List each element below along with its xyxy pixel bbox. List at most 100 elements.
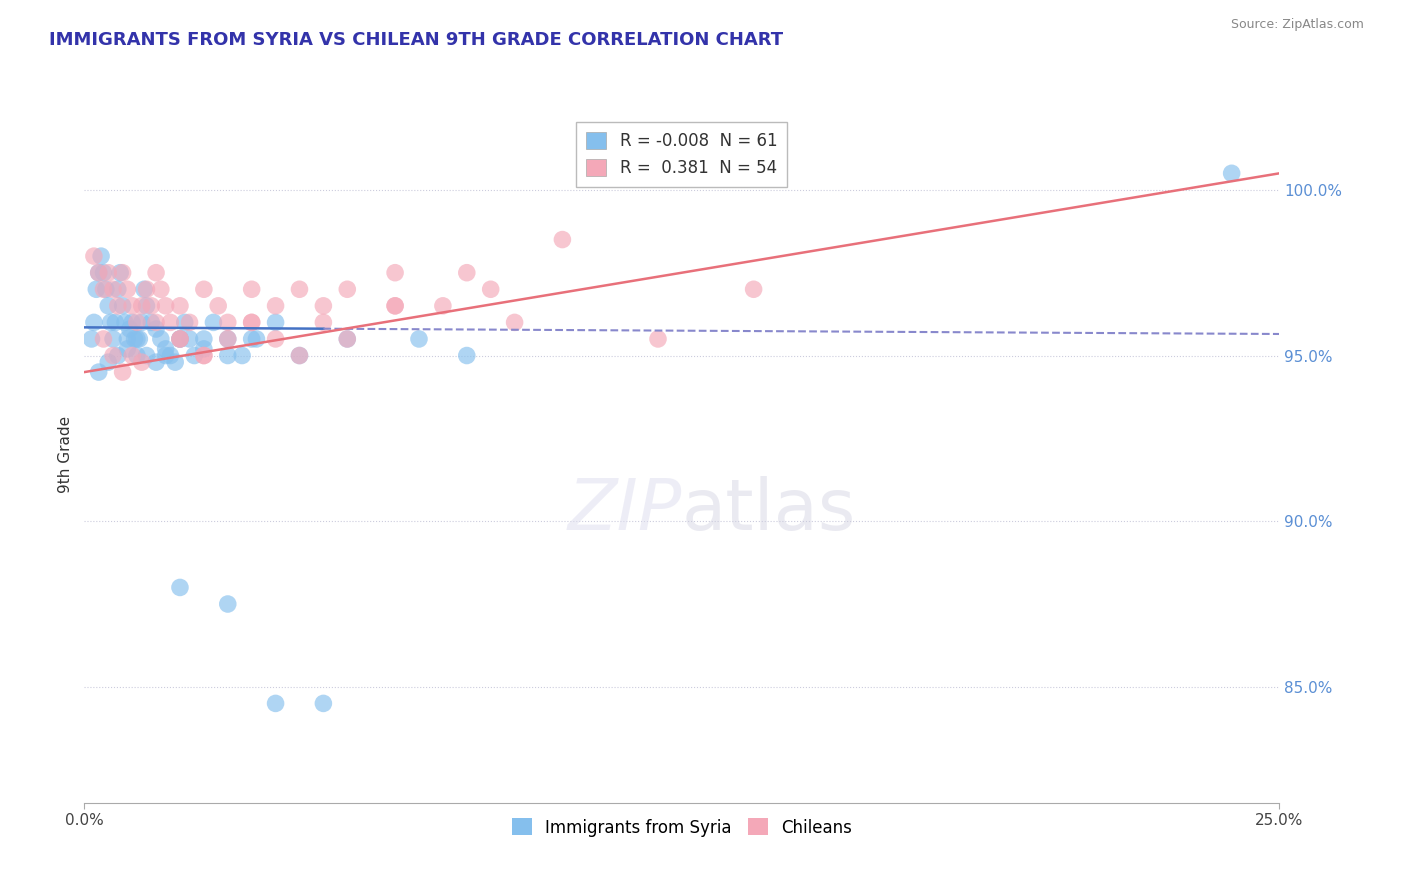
Point (408, 332, 430, 346)
Point (456, 349, 478, 363)
Point (169, 332, 191, 346)
Point (93, 332, 115, 346)
Point (125, 315, 148, 329)
Point (111, 266, 134, 280)
Point (479, 282, 502, 296)
Point (169, 332, 191, 346)
Point (240, 332, 263, 346)
Point (97, 355, 120, 369)
Point (121, 315, 143, 329)
Point (183, 349, 205, 363)
Point (100, 315, 122, 329)
Point (97, 266, 120, 280)
Point (90, 249, 112, 263)
Point (149, 282, 172, 296)
Point (80, 332, 103, 346)
Point (155, 342, 177, 356)
Point (145, 322, 167, 336)
Point (93, 266, 115, 280)
Point (107, 349, 129, 363)
Point (240, 282, 263, 296)
Point (107, 282, 129, 296)
Point (117, 332, 139, 346)
Point (193, 332, 215, 346)
Point (551, 233, 574, 247)
Point (288, 349, 311, 363)
Point (131, 355, 153, 369)
Point (94, 282, 117, 296)
Point (169, 581, 191, 595)
Point (86, 282, 108, 296)
Point (121, 349, 143, 363)
Point (231, 349, 253, 363)
Point (107, 299, 129, 313)
Point (384, 299, 406, 313)
Point (245, 332, 267, 346)
Point (141, 299, 163, 313)
Point (193, 282, 215, 296)
Point (97, 299, 120, 313)
Point (336, 332, 359, 346)
Point (336, 332, 359, 346)
Point (193, 349, 215, 363)
Point (114, 315, 136, 329)
Point (432, 299, 454, 313)
Point (83, 249, 105, 263)
Point (135, 349, 157, 363)
Point (149, 332, 172, 346)
Point (121, 299, 143, 313)
Point (288, 282, 311, 296)
Point (117, 342, 139, 356)
Point (173, 315, 195, 329)
Point (264, 332, 287, 346)
Point (217, 349, 239, 363)
Point (312, 315, 335, 329)
Point (159, 349, 181, 363)
Point (240, 315, 263, 329)
Text: atlas: atlas (682, 476, 856, 545)
Point (155, 349, 177, 363)
Legend: Immigrants from Syria, Chileans: Immigrants from Syria, Chileans (505, 812, 859, 843)
Point (193, 349, 215, 363)
Point (312, 697, 335, 711)
Text: IMMIGRANTS FROM SYRIA VS CHILEAN 9TH GRADE CORRELATION CHART: IMMIGRANTS FROM SYRIA VS CHILEAN 9TH GRA… (49, 31, 783, 49)
Point (135, 299, 157, 313)
Point (217, 332, 239, 346)
Point (117, 282, 139, 296)
Point (217, 332, 239, 346)
Point (742, 282, 765, 296)
Point (169, 332, 191, 346)
Point (384, 266, 406, 280)
Point (104, 315, 127, 329)
Point (135, 282, 157, 296)
Point (83, 315, 105, 329)
Point (101, 332, 124, 346)
Point (456, 266, 478, 280)
Point (202, 315, 225, 329)
Point (128, 332, 150, 346)
Point (101, 349, 124, 363)
Point (193, 342, 215, 356)
Point (264, 697, 287, 711)
Point (141, 315, 163, 329)
Point (288, 349, 311, 363)
Text: Source: ZipAtlas.com: Source: ZipAtlas.com (1230, 18, 1364, 31)
Point (179, 332, 201, 346)
Point (647, 332, 669, 346)
Point (125, 349, 148, 363)
Point (264, 315, 287, 329)
Point (217, 597, 239, 611)
Point (131, 299, 153, 313)
Point (110, 266, 132, 280)
Point (264, 299, 287, 313)
Y-axis label: 9th Grade: 9th Grade (58, 417, 73, 493)
Point (1220, 166, 1243, 180)
Text: ZIP: ZIP (568, 476, 682, 545)
Point (217, 315, 239, 329)
Point (111, 299, 134, 313)
Point (169, 299, 191, 313)
Point (111, 365, 134, 379)
Point (503, 315, 526, 329)
Point (131, 315, 153, 329)
Point (125, 332, 148, 346)
